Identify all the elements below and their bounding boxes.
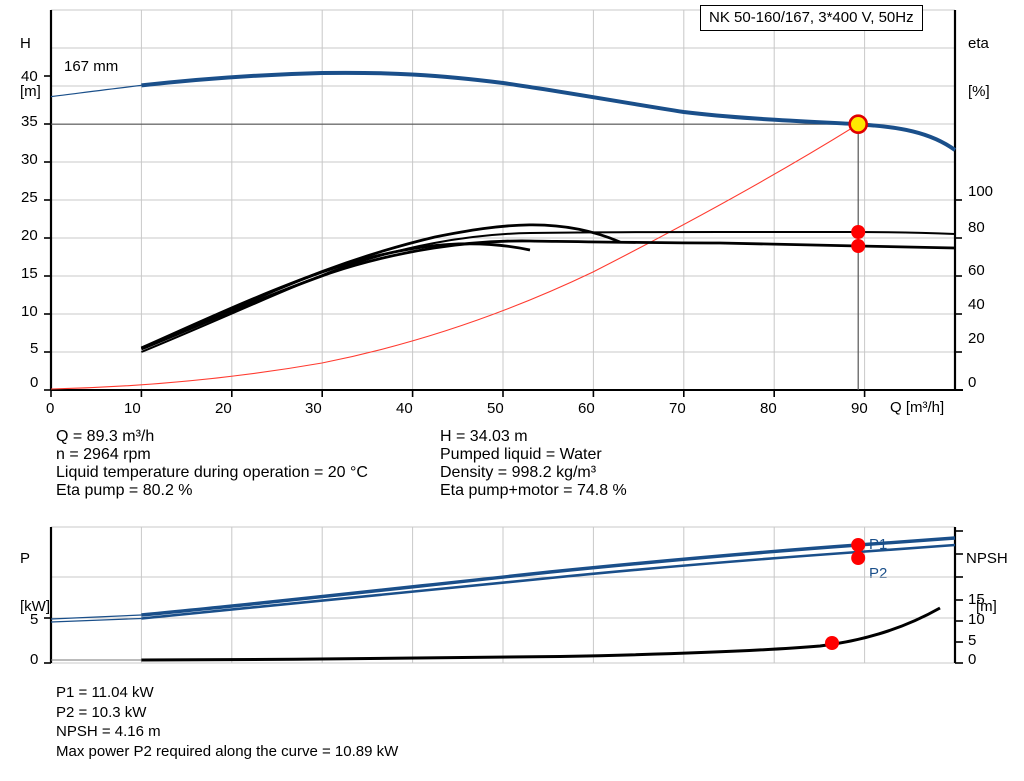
x-tick-10: 10 [124,400,141,417]
x-tick-60: 60 [578,400,595,417]
y-tick-npsh-0: 0 [968,651,977,668]
p2-curve-extension [50,617,142,623]
x-tick-50: 50 [487,400,504,417]
operating-data-eta-pump-motor: Eta pump+motor = 74.8 % [440,482,627,499]
axes-bottom [44,527,963,664]
power-data-block: P1 = 11.04 kW P2 = 10.3 kW NPSH = 4.16 m… [56,683,398,761]
axes [44,10,963,397]
operating-data-block: Q = 89.3 m³/h n = 2964 rpm Liquid temper… [0,428,1024,513]
eta-pump-marker[interactable] [851,225,866,239]
operating-data-density: Density = 998.2 kg/m³ [440,464,597,481]
head-efficiency-chart: H [m] eta [%] Q [m³/h] 167 mm 0 5 10 15 … [20,9,994,417]
y-tick-head-10: 10 [21,303,38,320]
operating-data-left-column: Q = 89.3 m³/h n = 2964 rpm Liquid temper… [56,428,368,500]
curve-label-p2: P2 [869,565,888,582]
operating-data-liquid: Pumped liquid = Water [440,446,602,463]
power-data-p2: P2 = 10.3 kW [56,703,147,721]
power-data-npsh: NPSH = 4.16 m [56,723,161,740]
y-axis-label-npsh: NPSH [m] [966,550,1008,615]
x-tick-40: 40 [396,400,413,417]
p1-curve-extension [50,614,142,620]
y-tick-head-40: 40 [21,68,38,85]
p2-curve [141,543,956,620]
y-tick-npsh-5: 5 [968,632,977,649]
y-tick-eta-0: 0 [968,374,977,391]
duty-point-guides [51,123,859,390]
y-tick-power-0: 0 [30,651,39,668]
y-tick-head-35: 35 [21,113,38,130]
head-curve-extension [50,84,142,98]
y-tick-eta-100: 100 [968,183,994,200]
x-axis-label-flow: Q [m³/h] [890,399,945,416]
y-tick-eta-80: 80 [968,219,985,236]
y-tick-head-25: 25 [21,189,38,206]
operating-data-right-column: H = 34.03 m Pumped liquid = Water Densit… [440,428,627,500]
y-axis-label-power: P [kW] [20,550,50,615]
x-tick-90: 90 [851,400,868,417]
y-tick-npsh-15: 15 [968,591,985,608]
y-tick-head-15: 15 [21,265,38,282]
y-tick-power-5: 5 [30,611,39,628]
impeller-diameter-label: 167 mm [64,58,119,75]
eta-pump-motor-curve-main [140,242,531,350]
power-chart-canvas [44,526,963,664]
y-tick-head-5: 5 [30,340,39,357]
y-tick-head-30: 30 [21,151,38,168]
x-tick-30: 30 [305,400,322,417]
eta-pump-motor-marker[interactable] [851,239,866,253]
x-tick-70: 70 [669,400,686,417]
y-tick-head-0: 0 [30,374,39,391]
npsh-curve [141,606,941,662]
operating-data-head: H = 34.03 m [440,428,528,445]
eta-pump-motor-curve [140,223,621,350]
system-curve [50,123,859,390]
p1-duty-marker[interactable] [851,538,866,552]
y-tick-head-20: 20 [21,227,38,244]
x-tick-80: 80 [760,400,777,417]
pump-title-box: NK 50-160/167, 3*400 V, 50Hz [700,5,923,31]
power-npsh-chart: P [kW] NPSH [m] 0 5 0 5 10 15 P1 P2 [0,515,1024,680]
y-tick-eta-20: 20 [968,330,985,347]
pump-title-text: NK 50-160/167, 3*400 V, 50Hz [709,9,914,26]
head-curve [141,70,957,152]
operating-data-temperature: Liquid temperature during operation = 20… [56,464,368,481]
p2-duty-marker[interactable] [851,551,866,565]
duty-point-marker[interactable] [848,114,869,134]
power-data-p1: P1 = 11.04 kW [56,684,154,701]
operating-data-speed: n = 2964 rpm [56,446,151,463]
grid-lines-bottom [51,526,955,664]
npsh-duty-marker[interactable] [825,636,839,650]
y-tick-eta-60: 60 [968,262,985,279]
x-tick-20: 20 [215,400,232,417]
y-axis-label-head: H [m] [20,35,41,100]
head-chart-canvas [44,9,963,397]
y-tick-npsh-10: 10 [968,611,985,628]
operating-data-eta-pump: Eta pump = 80.2 % [56,482,193,499]
p1-curve [141,536,956,617]
y-axis-label-eta: eta [%] [968,35,990,100]
x-tick-0: 0 [46,400,55,417]
operating-data-flow: Q = 89.3 m³/h [56,428,155,445]
power-data-max-power: Max power P2 required along the curve = … [56,742,399,760]
y-tick-eta-40: 40 [968,296,985,313]
